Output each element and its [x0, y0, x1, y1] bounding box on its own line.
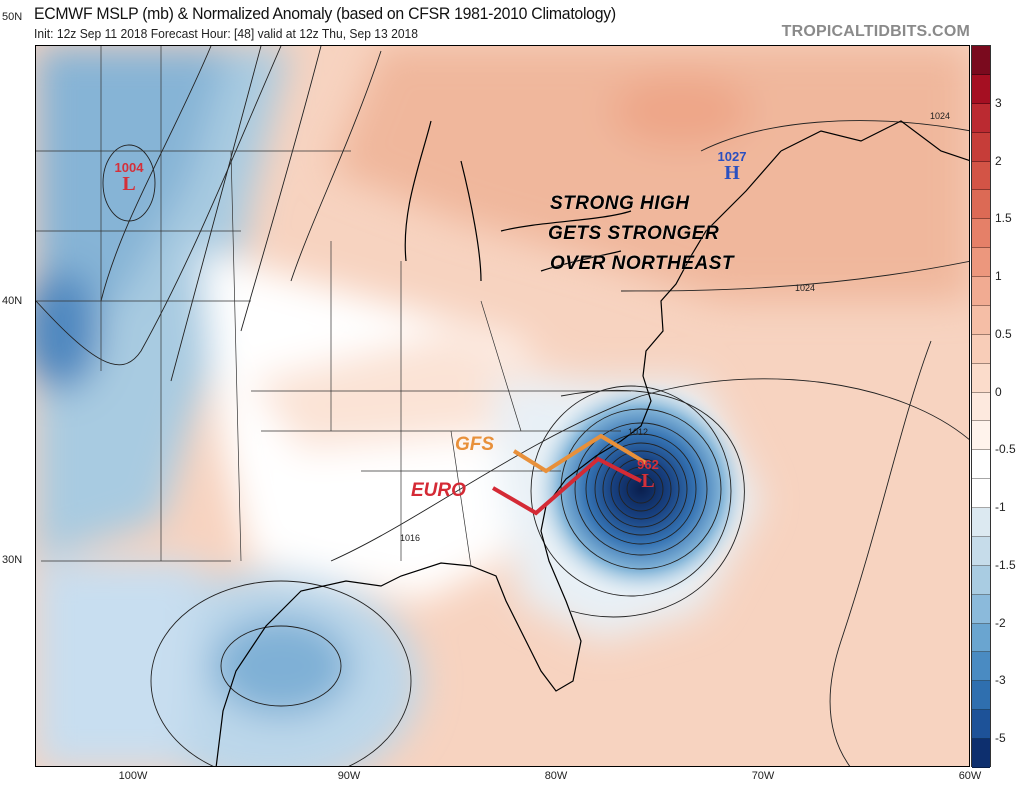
hurricane-low-center: 962 L [637, 457, 659, 492]
colorbar-tick-label: -0.5 [995, 442, 1016, 457]
colorbar-bin [972, 739, 990, 768]
colorbar-bin [972, 46, 990, 75]
watermark: TROPICALTIDBITS.COM [781, 23, 970, 40]
colorbar-bin [972, 161, 990, 191]
map-subtitle: Init: 12z Sep 11 2018 Forecast Hour: [48… [34, 26, 419, 41]
gfs-track [512, 433, 648, 474]
weather-map [35, 45, 970, 767]
colorbar-bin [972, 565, 990, 595]
gfs-track-label: GFS [455, 434, 495, 455]
colorbar [971, 45, 991, 768]
lon-label-60w: 60W [958, 770, 982, 782]
colorbar-bin [972, 392, 990, 422]
state-borders [36, 46, 631, 567]
coastline [215, 120, 969, 766]
colorbar-tick-label: -1.5 [995, 557, 1016, 572]
colorbar-bin [972, 536, 990, 566]
colorbar-bin [972, 103, 990, 133]
colorbar-bin [972, 710, 990, 739]
low-pressure-center: 1004 L [114, 160, 144, 195]
lon-label-70w: 70W [751, 770, 775, 782]
colorbar-bin [972, 305, 990, 335]
colorbar-bin [972, 363, 990, 393]
colorbar-bin [972, 248, 990, 277]
colorbar-bin [972, 652, 990, 682]
colorbar-bin [972, 594, 990, 624]
lat-label-40n: 40N [2, 295, 23, 307]
colorbar-tick-label: 1.5 [995, 211, 1012, 226]
high-pressure-center: 1027 H [717, 149, 747, 184]
colorbar-bin [972, 681, 990, 711]
colorbar-bin [972, 508, 990, 537]
lat-label-30n: 30N [2, 554, 23, 566]
colorbar-tick-label: 3 [995, 95, 1002, 110]
contour-label: 1012 [627, 427, 649, 437]
annotation-line-2: GETS STRONGER [548, 223, 720, 244]
colorbar-tick-label: -5 [995, 731, 1006, 746]
annotation-line-1: STRONG HIGH [550, 193, 690, 214]
colorbar-bin [972, 421, 990, 451]
lon-label-100w: 100W [118, 770, 148, 782]
low-symbol: L [122, 173, 136, 195]
high-symbol: H [724, 162, 740, 184]
colorbar-tick-label: 0.5 [995, 326, 1012, 341]
contour-label: 1016 [399, 533, 421, 543]
anomaly-shading [36, 46, 969, 766]
contour-label: 1024 [794, 283, 816, 293]
colorbar-bin [972, 623, 990, 653]
annotation-line-3: OVER NORTHEAST [550, 253, 735, 274]
colorbar-bin [972, 479, 990, 508]
lon-label-90w: 90W [337, 770, 361, 782]
low-symbol: L [641, 470, 655, 492]
colorbar-bin [972, 74, 990, 104]
colorbar-tick-label: 0 [995, 384, 1002, 399]
colorbar-tick-label: -3 [995, 673, 1006, 688]
colorbar-tick-label: -2 [995, 615, 1006, 630]
map-svg [36, 46, 969, 766]
lon-label-80w: 80W [544, 770, 568, 782]
lat-label-50n: 50N [2, 11, 23, 23]
colorbar-bin [972, 132, 990, 162]
euro-track-label: EURO [411, 480, 466, 501]
colorbar-bin [972, 190, 990, 220]
euro-track [491, 456, 642, 516]
contour-label: 1024 [929, 111, 951, 121]
colorbar-tick-label: 1 [995, 269, 1002, 284]
colorbar-bin [972, 219, 990, 249]
colorbar-bin [972, 450, 990, 480]
colorbar-bin [972, 334, 990, 364]
colorbar-tick-label: 2 [995, 153, 1002, 168]
map-title: ECMWF MSLP (mb) & Normalized Anomaly (ba… [34, 4, 616, 23]
colorbar-tick-label: -1 [995, 500, 1006, 515]
colorbar-bin [972, 277, 990, 306]
